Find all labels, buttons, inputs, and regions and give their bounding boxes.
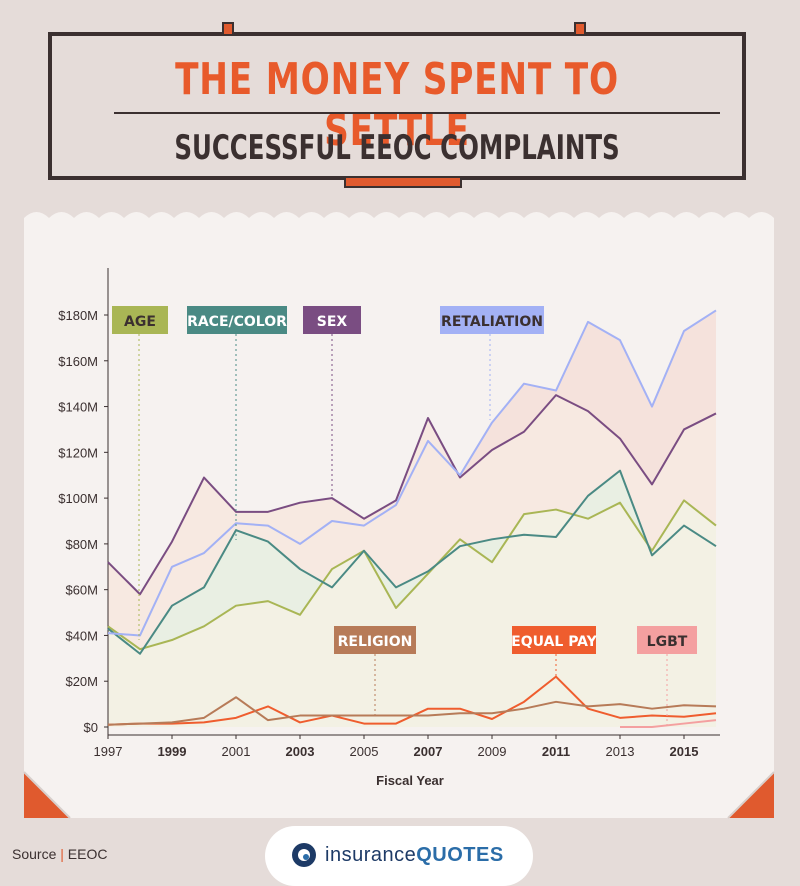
x-tick-label: 1999 [158, 744, 187, 759]
series-line-sex [107, 394, 717, 596]
y-tick-label: $0 [84, 720, 98, 735]
legend-label-retaliation: RETALIATION [441, 314, 543, 330]
insurancequotes-logo[interactable]: insuranceQUOTES [265, 826, 533, 886]
y-tick-label: $20M [65, 674, 98, 689]
legend-label-equal-pay: EQUAL PAY [511, 634, 598, 650]
x-tick-label: 2011 [542, 744, 570, 759]
legend-label-race-color: RACE/COLOR [187, 314, 287, 330]
legend-label-age: AGE [124, 314, 156, 330]
x-axis-label: Fiscal Year [376, 773, 444, 788]
legend-tag-sex [303, 306, 361, 334]
series-line-age [107, 499, 717, 651]
title-tab-bottom [344, 176, 462, 188]
logo-icon [292, 843, 316, 867]
y-tick-label: $60M [65, 583, 98, 598]
legend-label-sex: SEX [317, 314, 348, 330]
series-line-retaliation [107, 309, 717, 637]
title-tab-left [222, 22, 234, 36]
y-tick-label: $180M [58, 308, 98, 323]
title-divider [114, 112, 720, 114]
y-tick-label: $120M [58, 445, 98, 460]
y-tick-label: $80M [65, 537, 98, 552]
chart-subtitle: SUCCESSFUL EEOC COMPLAINTS [174, 128, 620, 168]
series-line-race-color [107, 469, 717, 655]
paper-scallop-edge [24, 200, 774, 218]
paper-fold-right [727, 771, 775, 819]
logo-text: insuranceQUOTES [325, 844, 504, 867]
source-label: Source [12, 846, 57, 862]
paper-fold-left [23, 771, 71, 819]
legend-tag-equal-pay [512, 626, 596, 654]
legend-tag-religion [334, 626, 416, 654]
x-tick-label: 2007 [414, 744, 443, 759]
x-tick-label: 1997 [94, 744, 123, 759]
source-separator: | [60, 846, 64, 862]
x-tick-label: 2005 [350, 744, 379, 759]
logo-text-part1: insurance [325, 844, 417, 866]
x-tick-label: 2003 [286, 744, 315, 759]
title-tab-right [574, 22, 586, 36]
title-box: THE MONEY SPENT TO SETTLE SUCCESSFUL EEO… [48, 22, 746, 188]
series-line-lgbt [620, 719, 717, 728]
y-tick-label: $140M [58, 400, 98, 415]
x-tick-label: 2013 [606, 744, 635, 759]
logo-text-part2: QUOTES [416, 844, 504, 866]
y-tick-label: $160M [58, 354, 98, 369]
legend-label-religion: RELIGION [338, 634, 413, 650]
source-value: EEOC [67, 846, 108, 862]
legend-tag-retaliation [440, 306, 544, 334]
legend-tag-age [112, 306, 168, 334]
legend-tag-lgbt [637, 626, 697, 654]
x-tick-label: 2001 [222, 744, 251, 759]
source-note: Source | EEOC [12, 846, 107, 862]
y-tick-label: $100M [58, 491, 98, 506]
area-fill-3 [108, 500, 716, 727]
x-tick-label: 2015 [670, 744, 699, 759]
y-tick-label: $40M [65, 628, 98, 643]
x-tick-label: 2009 [478, 744, 507, 759]
legend-label-lgbt: LGBT [647, 634, 688, 650]
legend-tag-race-color [187, 306, 287, 334]
series-line-religion [107, 696, 717, 726]
